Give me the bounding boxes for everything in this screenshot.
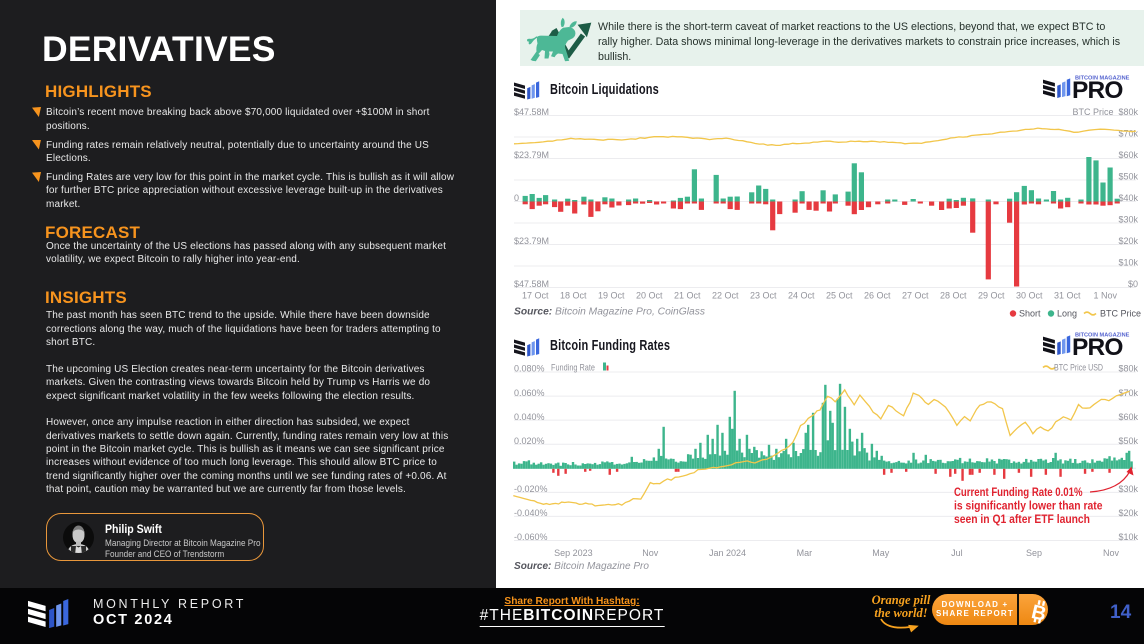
svg-text:20 Oct: 20 Oct xyxy=(636,291,663,301)
svg-text:0.060%: 0.060% xyxy=(514,388,545,398)
svg-text:21 Oct: 21 Oct xyxy=(674,291,701,301)
svg-text:18 Oct: 18 Oct xyxy=(560,291,587,301)
svg-text:Long: Long xyxy=(1057,309,1077,319)
svg-text:BTC Price $80k: BTC Price $80k xyxy=(1072,107,1138,117)
svg-text:Funding Rate: Funding Rate xyxy=(551,363,595,373)
svg-text:Sep: Sep xyxy=(1026,548,1042,558)
svg-text:$30k: $30k xyxy=(1118,215,1138,225)
svg-text:$70k: $70k xyxy=(1118,388,1138,398)
svg-text:Current Funding Rate 0.01%: Current Funding Rate 0.01% xyxy=(954,487,1083,499)
svg-text:$47.58M: $47.58M xyxy=(514,279,549,289)
svg-text:Source: Bitcoin Magazine Pro,: Source: Bitcoin Magazine Pro, CoinGlass xyxy=(514,307,705,318)
svg-text:BITCOIN MAGAZINE: BITCOIN MAGAZINE xyxy=(1075,76,1130,82)
svg-text:BTC Price: BTC Price xyxy=(1100,309,1141,319)
svg-text:22 Oct: 22 Oct xyxy=(712,291,739,301)
svg-text:$10k: $10k xyxy=(1118,532,1138,542)
svg-text:$10k: $10k xyxy=(1118,258,1138,268)
svg-text:B: B xyxy=(1029,601,1048,625)
svg-text:$60k: $60k xyxy=(1118,412,1138,422)
svg-text:25 Oct: 25 Oct xyxy=(826,291,853,301)
svg-text:BTC Price USD: BTC Price USD xyxy=(1054,363,1103,373)
svg-text:$50k: $50k xyxy=(1118,436,1138,446)
svg-text:Jul: Jul xyxy=(951,548,963,558)
svg-text:$20k: $20k xyxy=(1118,508,1138,518)
svg-text:30 Oct: 30 Oct xyxy=(1016,291,1043,301)
svg-text:$70k: $70k xyxy=(1118,129,1138,139)
svg-text:PRO: PRO xyxy=(1072,334,1123,359)
svg-text:24 Oct: 24 Oct xyxy=(788,291,815,301)
svg-text:$47.58M: $47.58M xyxy=(514,107,549,117)
svg-text:May: May xyxy=(872,548,890,558)
svg-text:17 Oct: 17 Oct xyxy=(522,291,549,301)
svg-text:Mar: Mar xyxy=(797,548,813,558)
svg-text:-0.060%: -0.060% xyxy=(514,532,548,542)
svg-text:$20k: $20k xyxy=(1118,236,1138,246)
svg-text:$30k: $30k xyxy=(1118,484,1138,494)
svg-text:Source: Bitcoin Magazine Pro: Source: Bitcoin Magazine Pro xyxy=(514,561,649,572)
svg-text:seen in Q1 after ETF launch: seen in Q1 after ETF launch xyxy=(954,514,1090,526)
svg-text:19 Oct: 19 Oct xyxy=(598,291,625,301)
svg-text:1 Nov: 1 Nov xyxy=(1093,291,1117,301)
svg-text:28 Oct: 28 Oct xyxy=(940,291,967,301)
svg-text:$50k: $50k xyxy=(1118,172,1138,182)
svg-text:27 Oct: 27 Oct xyxy=(902,291,929,301)
svg-text:$80k: $80k xyxy=(1118,364,1138,374)
svg-text:$60k: $60k xyxy=(1118,150,1138,160)
svg-text:0.080%: 0.080% xyxy=(514,364,545,374)
svg-text:$0: $0 xyxy=(1128,279,1138,289)
svg-text:$23.79M: $23.79M xyxy=(514,236,549,246)
svg-text:29 Oct: 29 Oct xyxy=(978,291,1005,301)
svg-text:is significantly lower than ra: is significantly lower than rate xyxy=(954,501,1103,513)
svg-text:PRO: PRO xyxy=(1072,77,1123,102)
svg-text:23 Oct: 23 Oct xyxy=(750,291,777,301)
svg-text:26 Oct: 26 Oct xyxy=(864,291,891,301)
svg-text:-0.040%: -0.040% xyxy=(514,508,548,518)
svg-text:Jan 2024: Jan 2024 xyxy=(709,548,746,558)
svg-text:0.020%: 0.020% xyxy=(514,436,545,446)
svg-text:-0.020%: -0.020% xyxy=(514,484,548,494)
svg-text:0: 0 xyxy=(514,193,519,203)
svg-text:Nov: Nov xyxy=(642,548,659,558)
svg-text:Nov: Nov xyxy=(1103,548,1120,558)
svg-text:Short: Short xyxy=(1019,309,1041,319)
svg-text:31 Oct: 31 Oct xyxy=(1054,291,1081,301)
svg-text:$23.79M: $23.79M xyxy=(514,150,549,160)
svg-text:BITCOIN MAGAZINE: BITCOIN MAGAZINE xyxy=(1075,333,1130,339)
svg-text:$40k: $40k xyxy=(1118,193,1138,203)
svg-text:Sep 2023: Sep 2023 xyxy=(554,548,593,558)
svg-text:0.040%: 0.040% xyxy=(514,412,545,422)
